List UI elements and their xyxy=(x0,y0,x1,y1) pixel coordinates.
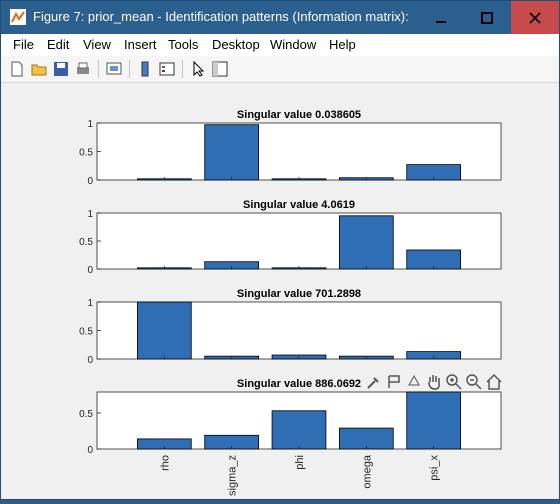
bar-sigma_z xyxy=(204,124,260,181)
bar-phi xyxy=(271,410,327,450)
menu-tools[interactable]: Tools xyxy=(168,37,199,52)
toolbar-separator xyxy=(182,60,183,78)
toolbar-separator xyxy=(129,60,130,78)
menu-window[interactable]: Window xyxy=(270,37,317,52)
open-file-icon[interactable] xyxy=(30,60,48,78)
chart-title: Singular value 4.0619 xyxy=(243,199,355,211)
bar-omega xyxy=(338,215,394,270)
legend-icon[interactable] xyxy=(158,60,176,78)
bar-rho xyxy=(136,301,192,360)
y-tick-label: 0 xyxy=(87,265,93,276)
menu-desktop[interactable]: Desktop xyxy=(212,37,260,52)
bar-omega xyxy=(338,427,394,450)
x-tick-label: sigma_z xyxy=(227,455,239,496)
new-figure-icon[interactable] xyxy=(8,60,26,78)
minimize-icon xyxy=(436,20,446,23)
y-tick-label: 1 xyxy=(87,209,93,220)
print-icon[interactable] xyxy=(74,60,92,78)
y-tick-label: 0 xyxy=(87,355,93,366)
y-tick-label: 0 xyxy=(87,176,93,187)
chart-title: Singular value 886.0692 xyxy=(237,378,361,390)
menu-insert[interactable]: Insert xyxy=(124,37,157,52)
menu-edit[interactable]: Edit xyxy=(47,37,70,52)
link-plot-icon[interactable] xyxy=(105,60,123,78)
y-tick-label: 0.5 xyxy=(79,409,93,420)
bar-charts: Singular value 0.038605 0 0.5 1 Singular val… xyxy=(79,109,502,496)
maximize-icon xyxy=(481,11,493,24)
bar-psi_x xyxy=(406,391,462,450)
data-tips-icon[interactable] xyxy=(385,373,403,391)
x-tick-label: phi xyxy=(294,455,306,470)
property-inspector-icon[interactable] xyxy=(211,60,229,78)
zoom-out-icon[interactable] xyxy=(465,373,483,391)
toolbar-separator xyxy=(98,60,99,78)
close-icon xyxy=(529,11,541,24)
close-button[interactable] xyxy=(511,1,559,34)
menu-view[interactable]: View xyxy=(83,37,111,52)
y-tick-label: 0.5 xyxy=(79,237,93,248)
minimize-button[interactable] xyxy=(418,1,464,34)
x-tick-label: rho xyxy=(159,455,171,471)
title-bar[interactable]: Figure 7: prior_mean - Identification pa… xyxy=(1,1,559,34)
chart-title: Singular value 701.2898 xyxy=(237,288,361,300)
pointer-icon[interactable] xyxy=(189,60,207,78)
x-tick-label: psi_x xyxy=(429,455,441,481)
x-tick-label: omega xyxy=(361,454,373,489)
menu-help[interactable]: Help xyxy=(329,37,356,52)
pan-icon[interactable] xyxy=(425,373,443,391)
window-title: Figure 7: prior_mean - Identification pa… xyxy=(33,9,413,24)
zoom-in-icon[interactable] xyxy=(445,373,463,391)
y-tick-label: 0 xyxy=(87,445,93,456)
colorbar-icon[interactable] xyxy=(136,60,154,78)
matlab-figure-icon xyxy=(10,9,26,25)
figure-toolbar xyxy=(1,56,559,83)
chart-title: Singular value 0.038605 xyxy=(237,109,361,121)
y-tick-label: 0.5 xyxy=(79,148,93,159)
rotate-icon[interactable] xyxy=(405,373,423,391)
y-tick-label: 1 xyxy=(87,298,93,309)
y-tick-label: 1 xyxy=(87,119,93,130)
maximize-button[interactable] xyxy=(464,1,510,34)
home-icon[interactable] xyxy=(485,373,503,391)
brush-icon[interactable] xyxy=(365,373,383,391)
menu-file[interactable]: File xyxy=(13,37,34,52)
menu-bar: File Edit View Insert Tools Desktop Wind… xyxy=(1,34,559,56)
figure-canvas: Singular value 0.038605 0 0.5 1 Singular val… xyxy=(1,83,559,499)
y-tick-label: 0.5 xyxy=(79,327,93,338)
save-icon[interactable] xyxy=(52,60,70,78)
